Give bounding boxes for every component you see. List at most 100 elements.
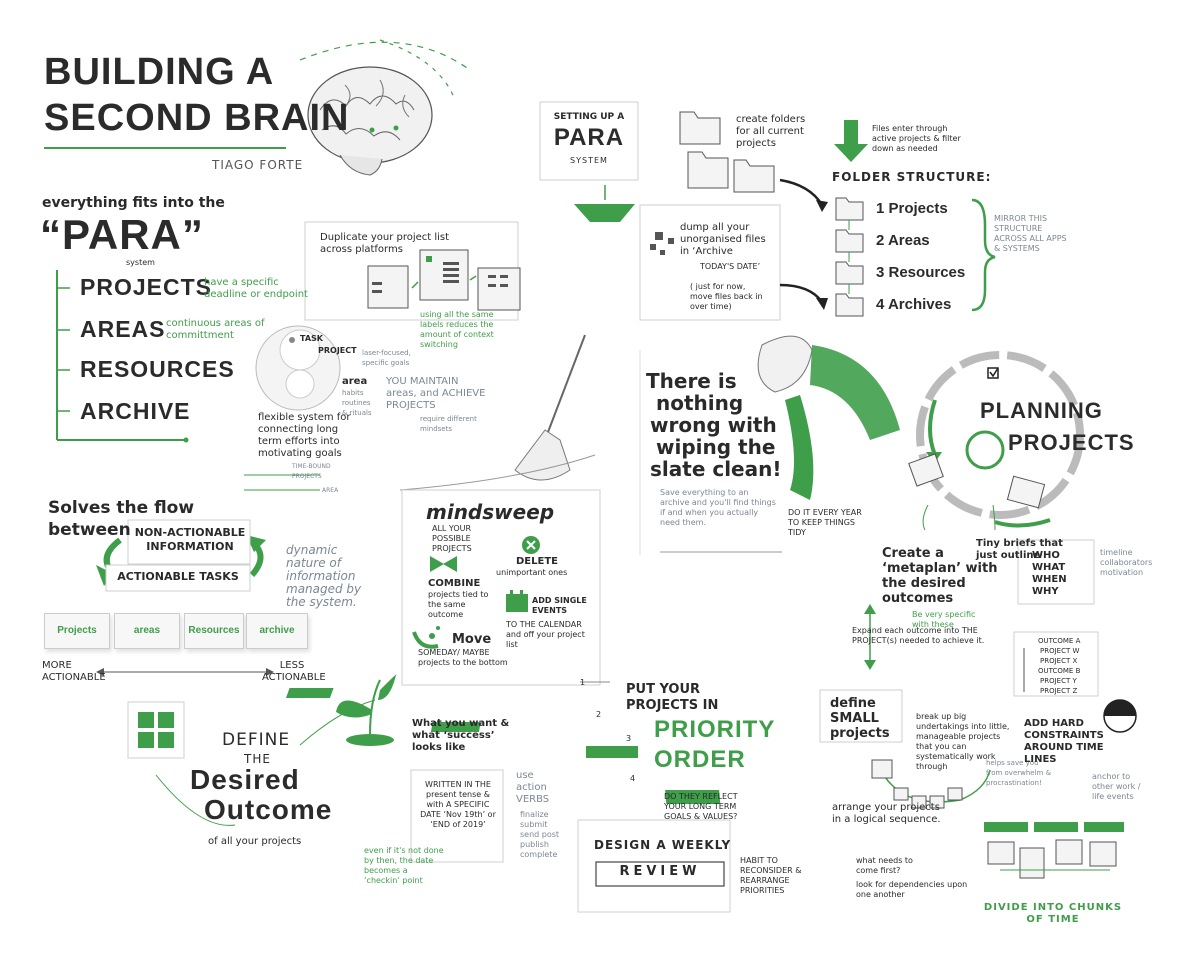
maintain-text: YOU MAINTAIN areas, and ACHIEVE PROJECTS — [386, 376, 486, 411]
slate-note: Save everything to an archive and you'll… — [660, 488, 776, 527]
combine-note: projects tied to the same outcome — [428, 590, 489, 619]
bullet-2: look for dependencies upon one another — [856, 880, 968, 899]
area-note: habits routines & rituals — [342, 389, 372, 417]
written-text: WRITTEN IN THE present tense & with A SP… — [420, 780, 496, 829]
move-label: Move — [452, 632, 492, 647]
create-folders: create folders for all current projects — [736, 114, 806, 149]
outcome-a: OUTCOME A — [1038, 637, 1081, 645]
task-label: TASK — [300, 334, 323, 343]
even-if-note: even if it's not done by then, the date … — [364, 846, 444, 885]
para-system-label: system — [126, 258, 155, 267]
mindsweep-subtitle: ALL YOUR POSSIBLE PROJECTS — [432, 524, 472, 553]
para-note-areas: continuous areas of committment — [166, 318, 265, 341]
setup-line-2: PARA — [553, 124, 625, 151]
step-2: 2 — [596, 710, 602, 719]
outcome-label: Outcome — [204, 794, 333, 825]
project-z: PROJECT Z — [1040, 687, 1078, 695]
flow-button-projects[interactable]: Projects — [44, 613, 110, 649]
maintain-note: require different mindsets — [420, 415, 477, 433]
what-you-want: What you want & what ‘success’ looks lik… — [412, 718, 510, 753]
define-label: DEFINE — [222, 730, 291, 750]
the-label: THE — [244, 752, 271, 766]
dynamic-text: dynamic nature of information managed by… — [286, 543, 362, 609]
title-line-2: SECOND BRAIN — [44, 97, 350, 139]
area-label: area — [342, 376, 368, 387]
time-bound-label: TIME-BOUND PROJECTS — [292, 463, 331, 480]
order-label: ORDER — [654, 746, 746, 773]
setup-line-1: SETTING UP A — [553, 112, 625, 122]
folder-resources: 3 Resources — [876, 264, 966, 281]
put-label: PUT YOUR PROJECTS IN — [626, 682, 719, 713]
para-item-resources: RESOURCES — [80, 356, 235, 382]
combine-label: COMBINE — [428, 578, 481, 589]
para-intro: everything fits into the — [42, 195, 225, 211]
project-y: PROJECT Y — [1040, 677, 1077, 685]
project-w: PROJECT W — [1040, 647, 1080, 655]
just-for-now: ( just for now, move files back in over … — [690, 282, 763, 311]
reflect-note: DO THEY REFLECT YOUR LONG TERM GOALS & V… — [664, 792, 738, 821]
add-events-note: TO THE CALENDAR and off your project lis… — [506, 620, 585, 649]
more-actionable: MORE ACTIONABLE — [42, 660, 106, 683]
folder-structure-icons — [835, 197, 864, 317]
para-item-projects: PROJECTS — [80, 274, 212, 300]
step-1: 1 — [580, 678, 586, 687]
break-up-text: break up big undertakings into little, m… — [916, 712, 1010, 771]
habit-note: HABIT TO RECONSIDER & REARRANGE PRIORITI… — [740, 856, 802, 895]
flow-button-resources[interactable]: Resources — [184, 613, 244, 649]
metaplan-text: Create a ‘metaplan’ with the desired out… — [882, 546, 998, 606]
review-label: REVIEW — [619, 864, 701, 879]
timeline-note: timeline collaborators motivation — [1100, 548, 1153, 577]
flow-button-archive[interactable]: archive — [246, 613, 308, 649]
project-label: PROJECT — [318, 346, 357, 355]
design-label: DESIGN A WEEKLY — [594, 838, 732, 852]
divide-text: DIVIDE INTO CHUNKS OF TIME — [983, 902, 1123, 925]
slate-line-4: wiping the — [656, 435, 776, 459]
priority-label: PRIORITY — [654, 716, 776, 743]
step-3: 3 — [626, 734, 632, 743]
bullet-1: what needs to come first? — [856, 856, 913, 875]
flow-heading-1: Solves the flow — [48, 498, 195, 518]
expand-text: Expand each outcome into THE PROJECT(s) … — [852, 626, 985, 645]
flow-button-areas[interactable]: areas — [114, 613, 180, 649]
verbs-list: finalize submit send post publish comple… — [520, 810, 560, 859]
slate-line-1: There is — [646, 369, 737, 393]
actionable-label: ACTIONABLE TASKS — [117, 570, 239, 583]
folder-icons — [679, 111, 775, 193]
project-note: laser-focused, specific goals — [362, 349, 411, 367]
yearly-note: DO IT EVERY YEAR TO KEEP THINGS TIDY — [788, 508, 862, 537]
metaplan-note: Be very specific with these — [912, 610, 976, 629]
duplicate-text: Duplicate your project list across platf… — [320, 232, 450, 255]
delete-label: DELETE — [516, 556, 558, 567]
folder-archives: 4 Archives — [876, 296, 952, 313]
less-actionable: LESS ACTIONABLE — [262, 660, 326, 683]
outcome-b: OUTCOME B — [1038, 667, 1081, 675]
use-action: use action VERBS — [516, 770, 550, 805]
para-item-areas: AREAS — [80, 316, 166, 342]
arrange-text: arrange your projects in a logical seque… — [832, 802, 941, 825]
duplicate-note: using all the same labels reduces the am… — [420, 310, 494, 349]
planning-line-1: PLANNING — [980, 398, 1103, 423]
of-all-projects: of all your projects — [208, 836, 302, 847]
folder-areas: 2 Areas — [876, 232, 930, 249]
para-item-archive: ARCHIVE — [80, 398, 191, 424]
setup-line-3: SYSTEM — [570, 156, 608, 165]
delete-note: unimportant ones — [496, 568, 568, 577]
folder-projects: 1 Projects — [876, 200, 948, 217]
flow-heading-2: between — [48, 520, 131, 540]
mirror-note: MIRROR THIS STRUCTURE ACROSS ALL APPS & … — [994, 214, 1067, 253]
desired-label: Desired — [190, 764, 300, 795]
constraints-text: ADD HARD CONSTRAINTS AROUND TIME LINES — [1024, 718, 1104, 765]
planning-line-2: PROJECTS — [1008, 430, 1135, 455]
title-line-1: BUILDING A — [44, 51, 275, 93]
flexible-text: flexible system for connecting long term… — [258, 412, 351, 459]
non-actionable-label: NON-ACTIONABLE INFORMATION — [134, 526, 246, 553]
dump-date: TODAY'S DATE’ — [700, 262, 761, 271]
brain-illustration — [307, 66, 433, 176]
add-events-label: ADD SINGLE EVENTS — [532, 596, 587, 615]
step-4: 4 — [630, 774, 636, 783]
slate-line-2: nothing — [656, 391, 744, 415]
helps-note: helps save you from overwhelm & procrast… — [986, 759, 1052, 787]
para-note-projects: have a specific deadline or endpoint — [204, 277, 308, 300]
slate-line-5: slate clean! — [650, 457, 782, 481]
